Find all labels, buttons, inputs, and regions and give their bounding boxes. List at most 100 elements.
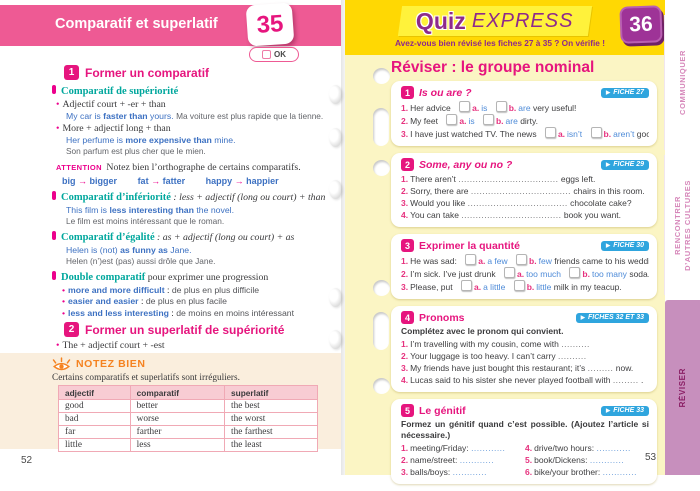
eye-icon [52,357,71,371]
quiz-card-some-any-no: 2 Some, any ou no ? ▶ FICHE 29 1. There ar… [391,153,657,227]
dot-bullet-icon: • [62,307,66,318]
checkbox[interactable] [513,280,525,291]
checkbox[interactable] [503,267,515,278]
lesson-title: Comparatif et superlatif [55,16,218,32]
translation: Ma voiture est plus rapide que la tienne… [176,111,324,121]
checkbox[interactable] [569,267,581,278]
quiz-item: 1. I’m travelling with my cousin, come wi… [401,339,590,349]
section-number: 1 [64,65,79,80]
translation: Helen (n’)est (pas) aussi drôle que Jane… [66,256,216,266]
irregular-comparatives-table: adjectif comparatif superlatif good bette… [58,385,318,452]
binder-hole [373,68,390,84]
page-curl-mark [329,180,342,199]
quiz-card-header: 4 Pronoms ▶ FICHES 32 ET 33 [401,311,649,324]
subheading-inferiorite: Comparatif d’infériorité : less + adject… [52,189,336,204]
answer-blank[interactable]: ............ [471,443,506,453]
tab-communiquer[interactable]: COMMUNIQUER [664,15,700,150]
answer-blank[interactable]: .......... [561,339,590,349]
section-1-heading: 1 Former un comparatif [64,65,336,80]
answer-blank[interactable]: ................................... [458,174,559,184]
answer-blank[interactable]: .......... [558,351,587,361]
quiz-instruction: Formez un génitif quand c’est possible. … [401,419,649,440]
page-right: Quiz EXPRESS Avez-vous bien révisé les f… [345,0,678,484]
quiz-card-header: 1 Is ou are ? ▶ FICHE 27 [401,86,649,99]
checkbox[interactable] [465,254,477,265]
comparative-pairs: big → bigger fat → fatter happy → happie… [62,175,279,186]
quiz-instruction: Complétez avec le pronom qui convient. [401,326,564,336]
page-curl-mark [329,128,342,147]
quiz-item: 2. I’m sick. I’ve just drunk a. too much b… [401,267,649,279]
binder-hole [373,378,390,394]
section-title: Former un superlatif de supériorité [85,322,285,337]
table-row: far farther the farthest [58,425,318,439]
arrow-icon: → [78,175,88,186]
bullet-bar-icon [52,230,56,240]
double-comparatif-item: • more and more difficult : de plus en pl… [62,284,260,295]
checkbox[interactable] [495,101,507,112]
play-arrow-icon: ▶ [606,407,611,414]
quiz-item: 3. Would you like .......................… [401,198,632,208]
fiche-badge[interactable]: ▶ FICHE 30 [601,240,649,251]
checkbox[interactable] [516,254,528,265]
attention-note: ATTENTION Notez bien l’orthographe de ce… [56,161,301,173]
quiz-number: 3 [401,239,414,252]
quiz-logo-text: Quiz [416,7,467,34]
rule-line: • Adjectif court + -er + than [56,99,166,110]
tab-reviser[interactable]: RÉVISER [665,300,700,475]
quiz-title: Is ou are ? [419,86,472,99]
notez-bien-heading: NOTEZ BIEN [52,357,341,371]
checkbox[interactable] [446,114,458,125]
quiz-title: Le génitif [419,404,466,417]
checkbox[interactable] [544,127,556,138]
quiz-item: 1. meeting/Friday: ............ [401,443,506,453]
subheading-superiorite: Comparatif de supériorité [52,83,336,98]
bullet-bar-icon [52,270,56,280]
answer-blank[interactable]: ............ [596,443,631,453]
page-gutter-shadow [341,0,348,475]
lesson-number-badge: 35 [245,2,295,47]
ok-checkbox[interactable] [262,50,271,59]
quiz-card-pronoms: 4 Pronoms ▶ FICHES 32 ET 33 Complétez ave… [391,306,657,392]
fiche-badge[interactable]: ▶ FICHE 27 [601,87,649,98]
genitif-column-1: 1. meeting/Friday: ............ 2. name/st… [401,442,525,478]
ok-label: OK [274,50,286,59]
translation: Le film est moins intéressant que le rom… [66,216,225,226]
checkbox[interactable] [590,127,602,138]
col-header: comparatif [129,385,226,400]
quiz-subtitle: Avez-vous bien révisé les fiches 27 à 35… [395,38,605,48]
answer-blank[interactable]: ............ [459,455,495,465]
quiz-item: 4. drive/two hours: ............ [525,443,631,453]
answer-blank[interactable]: ................................... [467,198,568,208]
answer-blank[interactable]: ............ [589,455,625,465]
answer-blank[interactable]: ............ [602,467,637,477]
binder-hole [373,280,390,296]
answer-blank[interactable]: ......... [612,375,639,385]
lesson-content: 1 Former un comparatif Comparatif de sup… [52,62,336,387]
answer-blank[interactable]: ................................... [470,186,572,196]
subheading-double-comparatif: Double comparatif pour exprimer une prog… [52,269,336,284]
checkbox[interactable] [482,114,494,125]
notez-bien-intro: Certains comparatifs et superlatifs sont… [52,373,240,383]
quiz-number-badge: 36 [619,5,663,44]
quiz-item: 4. Lucas said to his sister she never pla… [401,375,644,385]
quiz-number: 1 [401,86,414,99]
answer-blank[interactable]: ......... [587,363,614,373]
tab-rencontrer-autres-cultures[interactable]: RENCONTRER D’AUTRES CULTURES [664,155,700,295]
checkbox[interactable] [461,280,472,291]
quiz-number: 2 [401,158,414,171]
play-arrow-icon: ▶ [606,89,611,96]
notez-bien-box: NOTEZ BIEN Certains comparatifs et super… [0,353,341,452]
binder-hole [373,312,389,350]
quiz-item: 3. Please, put a. a little b. little milk i… [401,280,622,292]
fiche-badge[interactable]: ▶ FICHE 33 [601,405,649,416]
genitif-column-2: 4. drive/two hours: ............ 5. book/D… [525,442,649,478]
fiche-badge[interactable]: ▶ FICHES 32 ET 33 [575,312,649,323]
play-arrow-icon: ▶ [606,242,611,249]
answer-blank[interactable]: ................................... [461,210,562,220]
example-line: My car is faster than yours. Ma voiture … [66,111,324,121]
fiche-badge[interactable]: ▶ FICHE 29 [601,159,649,170]
quiz-item: 3. My friends have just bought this resta… [401,363,634,373]
checkbox[interactable] [459,101,471,112]
attention-label: ATTENTION [56,162,102,172]
answer-blank[interactable]: ............ [452,467,487,477]
